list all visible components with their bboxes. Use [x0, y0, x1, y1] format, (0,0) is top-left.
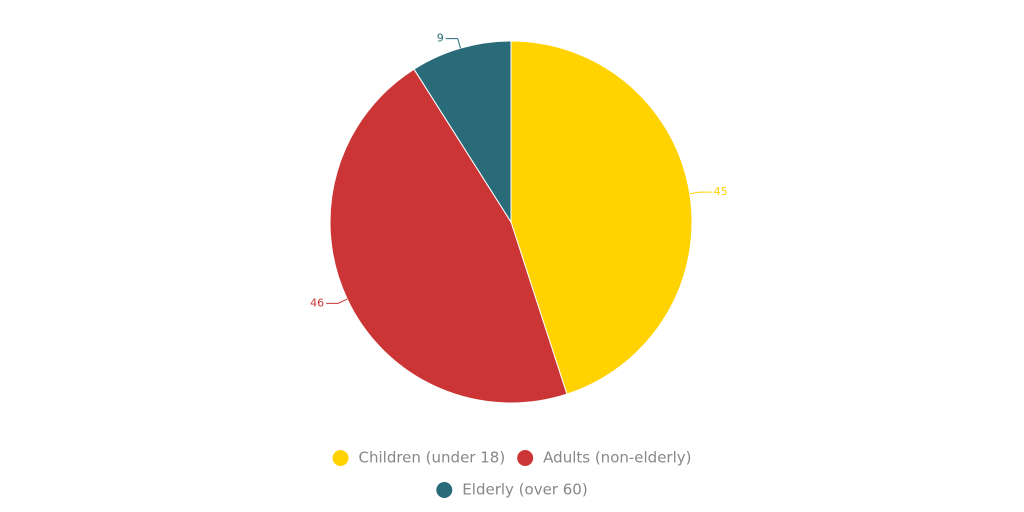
data-label: 46: [310, 296, 324, 309]
leader-line: [326, 298, 348, 304]
data-label: 9: [437, 32, 444, 45]
pie-slice: [329, 68, 568, 404]
legend-label: Adults (non-elderly): [543, 449, 691, 467]
legend-label: Children (under 18): [359, 449, 506, 467]
legend-marker: [436, 482, 453, 498]
legend-marker: [332, 450, 349, 466]
legend-label: Elderly (over 60): [462, 481, 587, 499]
legend-marker: [517, 450, 534, 466]
leader-line: [689, 191, 712, 195]
leader-line: [445, 38, 461, 49]
pie-slice: [510, 40, 693, 395]
data-label: 45: [714, 185, 728, 198]
